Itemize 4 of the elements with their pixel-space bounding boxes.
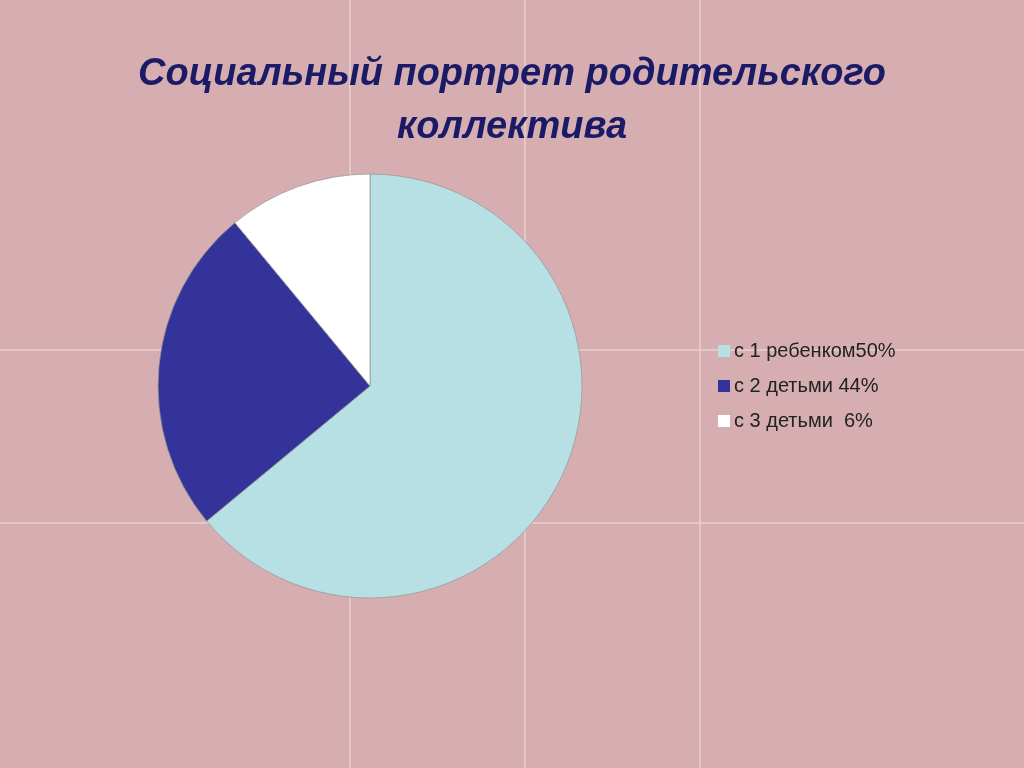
legend-label: с 2 детьми 44% bbox=[734, 374, 879, 396]
legend-label: с 3 детьми 6% bbox=[734, 409, 874, 431]
legend-label: с 1 ребенком50% bbox=[734, 339, 896, 361]
chart-title: Социальный портрет родительского коллектива bbox=[138, 51, 886, 146]
